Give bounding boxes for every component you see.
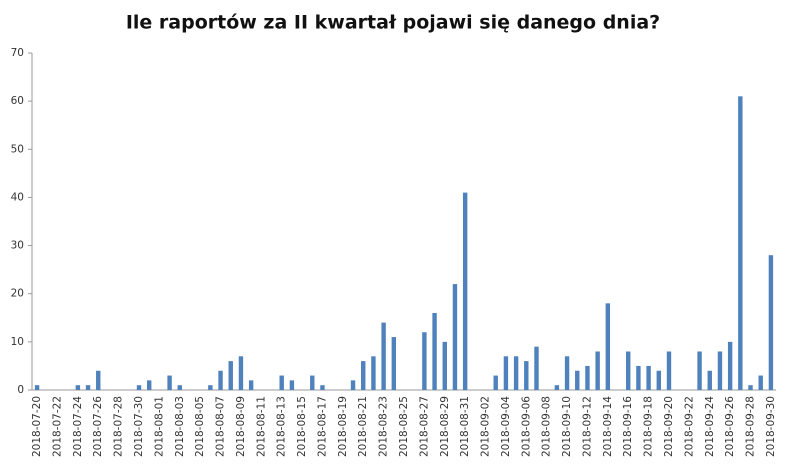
x-tick-label: 2018-08-05 bbox=[194, 396, 206, 457]
bar bbox=[462, 192, 468, 390]
x-tick-label: 2018-08-03 bbox=[174, 396, 186, 457]
x-tick-label: 2018-09-28 bbox=[745, 396, 757, 457]
x-tick-label: 2018-09-22 bbox=[683, 396, 695, 457]
bar bbox=[381, 322, 386, 390]
bar bbox=[96, 370, 101, 390]
bar bbox=[85, 385, 91, 390]
bar bbox=[75, 385, 81, 390]
x-tick-label: 2018-08-17 bbox=[316, 396, 328, 457]
y-tick-label: 70 bbox=[11, 47, 24, 59]
x-tick-label: 2018-08-29 bbox=[439, 396, 451, 457]
bar bbox=[646, 365, 651, 390]
bar bbox=[656, 370, 661, 390]
bar bbox=[320, 385, 325, 390]
x-tick-label: 2018-07-30 bbox=[133, 396, 145, 457]
bar bbox=[218, 370, 223, 390]
y-tick-label: 0 bbox=[17, 384, 24, 396]
bar bbox=[666, 351, 672, 390]
x-tick-label: 2018-09-26 bbox=[724, 396, 736, 457]
bar bbox=[768, 255, 774, 390]
bar bbox=[697, 351, 702, 390]
bar bbox=[371, 356, 376, 390]
x-tick-label: 2018-09-30 bbox=[765, 396, 777, 457]
x-tick-label: 2018-07-26 bbox=[92, 396, 104, 457]
x-tick-label: 2018-09-02 bbox=[480, 396, 492, 457]
bar bbox=[758, 375, 763, 390]
bar bbox=[442, 341, 447, 390]
y-tick-label: 20 bbox=[11, 288, 24, 300]
bar bbox=[636, 365, 641, 390]
bar bbox=[422, 332, 427, 390]
bar bbox=[361, 361, 366, 390]
x-tick-label: 2018-08-07 bbox=[215, 396, 227, 457]
bar bbox=[350, 380, 356, 390]
bar bbox=[208, 385, 213, 390]
y-tick-label: 40 bbox=[11, 191, 24, 203]
x-tick-label: 2018-08-21 bbox=[357, 396, 369, 457]
bar bbox=[727, 341, 733, 390]
x-tick-label: 2018-09-14 bbox=[602, 396, 614, 457]
bar bbox=[248, 380, 254, 390]
bar bbox=[310, 375, 315, 390]
bar bbox=[626, 351, 631, 390]
y-tick-label: 50 bbox=[11, 143, 24, 155]
x-tick-label: 2018-08-27 bbox=[418, 396, 430, 457]
bar bbox=[534, 346, 539, 390]
bar bbox=[564, 356, 570, 390]
bar bbox=[279, 375, 284, 390]
x-tick-label: 2018-09-06 bbox=[520, 396, 532, 457]
bar bbox=[554, 385, 560, 390]
bar bbox=[748, 385, 753, 390]
x-tick-label: 2018-08-31 bbox=[459, 396, 471, 457]
x-tick-label: 2018-09-12 bbox=[581, 396, 593, 457]
bar bbox=[452, 284, 458, 390]
bar bbox=[493, 375, 498, 390]
x-tick-label: 2018-09-04 bbox=[500, 396, 512, 457]
x-tick-label: 2018-07-22 bbox=[51, 396, 63, 457]
bar bbox=[575, 370, 580, 390]
bar bbox=[605, 303, 611, 390]
bar bbox=[136, 385, 142, 390]
bar bbox=[707, 370, 712, 390]
x-tick-label: 2018-09-20 bbox=[663, 396, 675, 457]
bar bbox=[585, 365, 590, 390]
x-tick-label: 2018-08-15 bbox=[296, 396, 308, 457]
x-tick-label: 2018-08-19 bbox=[337, 396, 349, 457]
bar bbox=[524, 361, 529, 390]
bar bbox=[717, 351, 723, 390]
chart-title: Ile raportów za II kwartał pojawi się da… bbox=[126, 12, 660, 34]
bar bbox=[289, 380, 295, 390]
bar bbox=[34, 385, 40, 390]
x-tick-label: 2018-09-24 bbox=[704, 396, 716, 457]
bar bbox=[513, 356, 519, 390]
bar bbox=[738, 96, 743, 390]
x-tick-label: 2018-09-08 bbox=[541, 396, 553, 457]
bar bbox=[432, 312, 437, 390]
y-tick-label: 30 bbox=[11, 240, 24, 252]
x-tick-label: 2018-09-18 bbox=[643, 396, 655, 457]
x-tick-label: 2018-08-23 bbox=[378, 396, 390, 457]
x-tick-label: 2018-07-20 bbox=[31, 396, 43, 457]
bar bbox=[238, 356, 244, 390]
x-tick-label: 2018-09-10 bbox=[561, 396, 573, 457]
bar bbox=[503, 356, 509, 390]
bar bbox=[595, 351, 600, 390]
x-tick-label: 2018-09-16 bbox=[622, 396, 634, 457]
bar bbox=[147, 380, 152, 390]
bar bbox=[228, 361, 233, 390]
y-tick-label: 60 bbox=[11, 95, 24, 107]
x-tick-label: 2018-08-11 bbox=[255, 396, 267, 457]
bar bbox=[391, 337, 397, 390]
bar bbox=[167, 375, 172, 390]
x-tick-label: 2018-08-25 bbox=[398, 396, 410, 457]
x-tick-label: 2018-07-24 bbox=[72, 396, 84, 457]
x-tick-label: 2018-08-13 bbox=[276, 396, 288, 457]
y-tick-label: 10 bbox=[11, 336, 24, 348]
bar bbox=[177, 385, 182, 390]
x-tick-label: 2018-07-28 bbox=[113, 396, 125, 457]
x-tick-label: 2018-08-09 bbox=[235, 396, 247, 457]
x-tick-label: 2018-08-01 bbox=[153, 396, 165, 457]
